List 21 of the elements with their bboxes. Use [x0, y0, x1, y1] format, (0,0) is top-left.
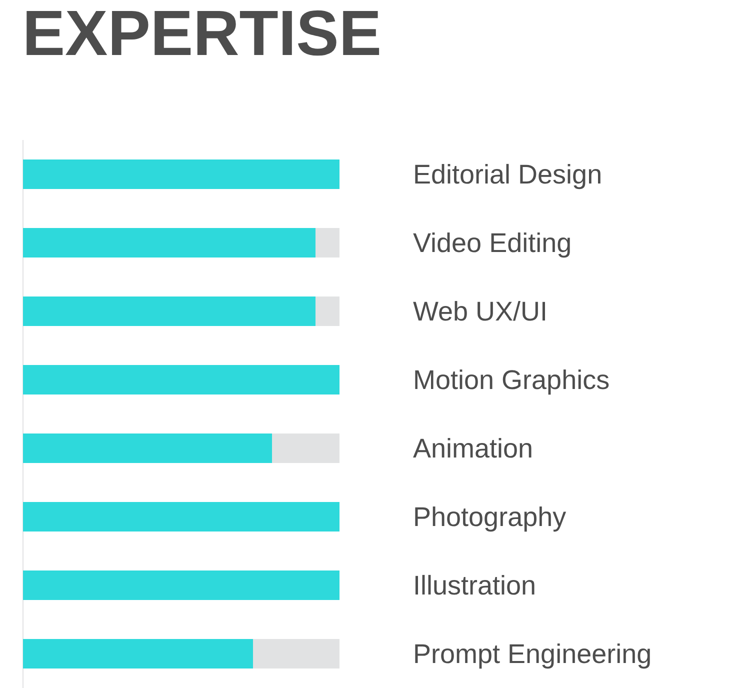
y-tick-label: Web UX/UI: [413, 296, 548, 327]
bar: [272, 434, 340, 463]
y-tick-label: Prompt Engineering: [413, 639, 652, 670]
y-tick-label: Photography: [413, 502, 567, 532]
bar: [23, 365, 340, 394]
bar: [23, 570, 340, 600]
y-tick-label: Video Editing: [413, 228, 572, 258]
chart-title: EXPERTISE: [22, 0, 382, 70]
y-tick-label: Illustration: [413, 570, 536, 601]
bar: [23, 228, 316, 258]
bar: [23, 434, 272, 463]
bar: [316, 228, 340, 258]
bar: [23, 160, 340, 189]
y-tick-label: Animation: [413, 434, 534, 464]
bar: [252, 639, 340, 668]
bar: [23, 296, 316, 326]
bar: [23, 502, 340, 532]
y-tick-label: Editorial Design: [413, 160, 602, 190]
bar: [316, 296, 340, 326]
y-tick-label: Motion Graphics: [413, 365, 610, 396]
bar: [23, 639, 253, 668]
